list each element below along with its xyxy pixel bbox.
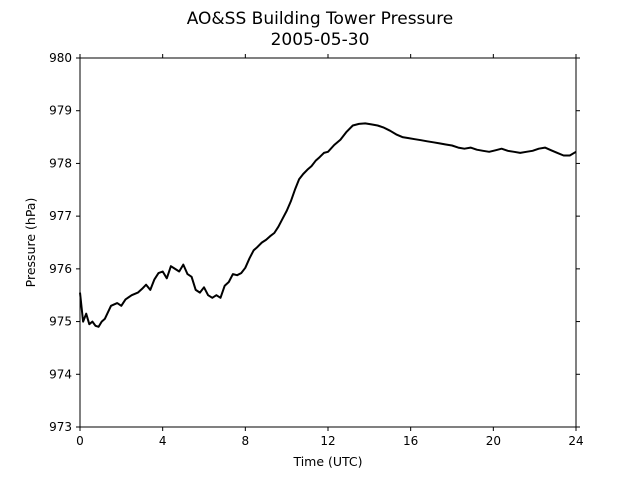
plot-frame: [79, 57, 577, 428]
y-tick-label: 976: [49, 262, 72, 276]
x-axis-label: Time (UTC): [292, 454, 362, 469]
y-tick-label: 975: [49, 315, 72, 329]
plot-area: 0 4 8 12 16 20 24 973 974 975 976 977 978 979 980: [49, 51, 584, 448]
y-tick-label: 979: [49, 104, 72, 118]
y-tick-label: 973: [49, 420, 72, 434]
chart-title: AO&SS Building Tower Pressure: [187, 9, 454, 29]
y-tick-label: 974: [49, 367, 72, 381]
x-tick-label: 8: [242, 434, 250, 448]
x-tick-label: 4: [159, 434, 167, 448]
x-tick-label: 24: [568, 434, 583, 448]
y-tick-label: 978: [49, 156, 72, 170]
x-tick-label: 0: [76, 434, 84, 448]
chart-subtitle: 2005-05-30: [271, 30, 370, 50]
x-tick-label: 16: [403, 434, 418, 448]
y-axis-label: Pressure (hPa): [23, 198, 38, 288]
x-tick-label: 12: [320, 434, 335, 448]
pressure-series-line: [79, 122, 577, 328]
y-tick-label: 977: [49, 209, 72, 223]
x-tick-label: 20: [486, 434, 501, 448]
y-tick-label: 980: [49, 51, 72, 65]
